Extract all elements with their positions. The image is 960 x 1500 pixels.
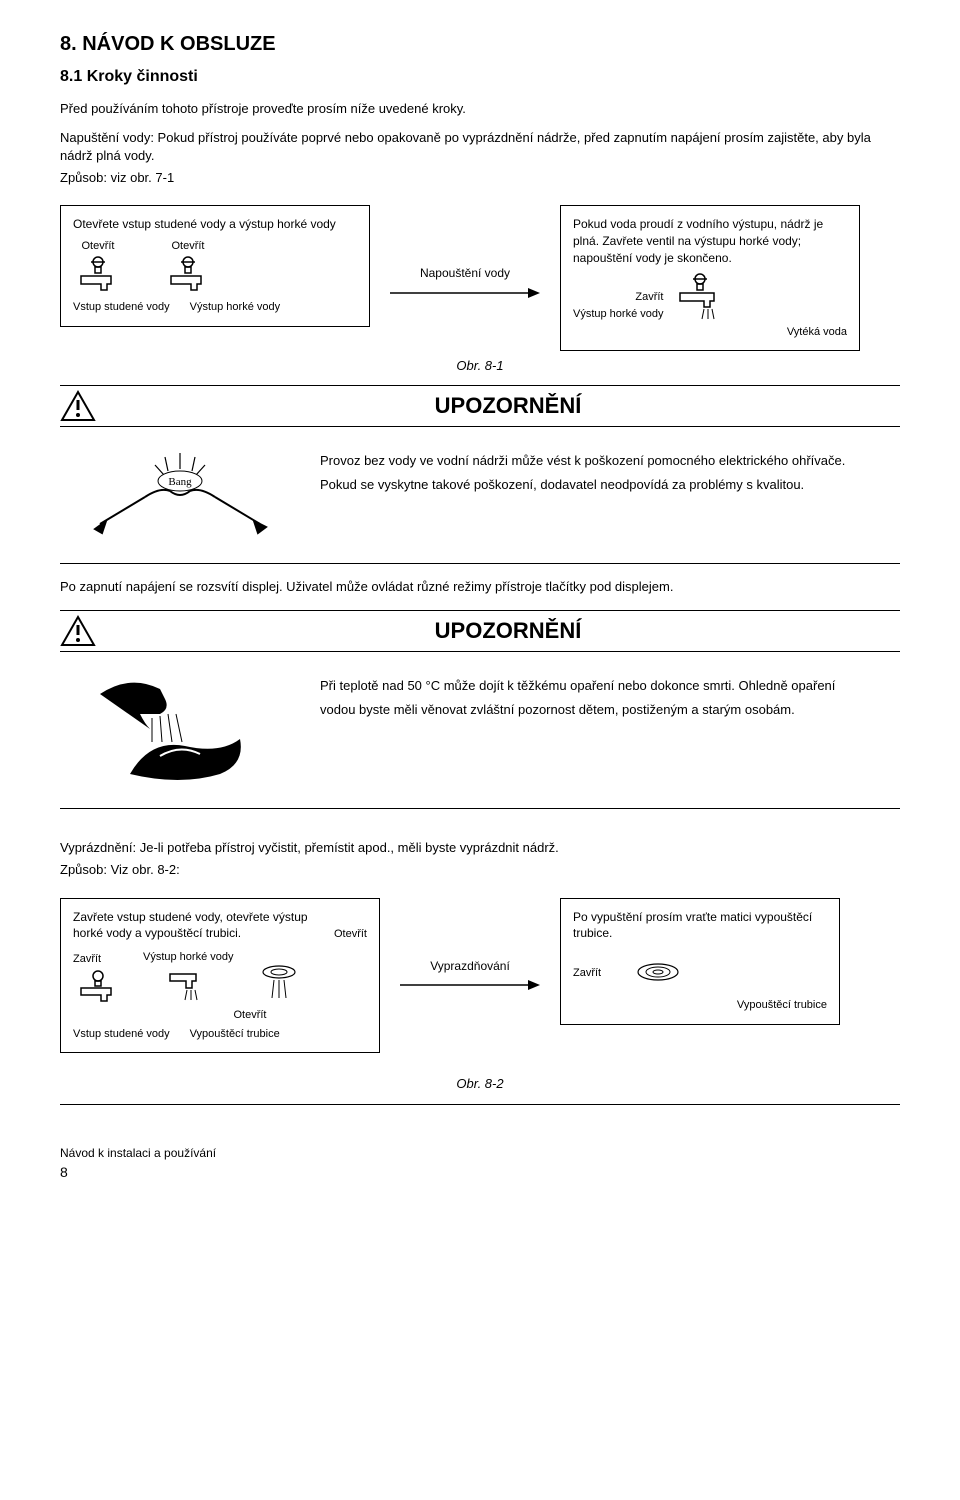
diagram-drain-right-box: Po vypuštění prosím vraťte matici vypouš… <box>560 898 840 1025</box>
drain-tube-closed-icon <box>631 956 685 990</box>
divider <box>60 1104 900 1105</box>
tap-icon <box>163 256 213 294</box>
footer: Návod k instalaci a používání 8 <box>60 1145 900 1183</box>
flow-label: Vytéká voda <box>573 325 847 340</box>
footer-text: Návod k instalaci a používání <box>60 1145 900 1162</box>
display-text: Po zapnutí napájení se rozsvítí displej.… <box>60 578 900 596</box>
drain-arrow: Vyprazdňování <box>400 958 540 993</box>
fill-p1: Napuštění vody: Pokud přístroj používáte… <box>60 129 900 165</box>
diagram-drain-left-box: Zavřete vstup studené vody, otevřete výs… <box>60 898 380 1054</box>
warning-body: Při teplotě nad 50 °C může dojít k těžké… <box>60 656 900 802</box>
tap-icon <box>73 256 123 294</box>
fig-8-1-caption: Obr. 8-1 <box>60 357 900 375</box>
open-label: Otevřít <box>171 239 204 254</box>
tap-flow-icon <box>672 273 728 323</box>
divider <box>60 651 900 652</box>
open-label: Otevřít <box>81 239 114 254</box>
divider <box>60 610 900 611</box>
close-label: Zavřít <box>573 966 601 981</box>
warning-triangle-icon <box>60 390 96 422</box>
bang-heater-icon: Bang <box>70 449 290 539</box>
cold-inlet-label: Vstup studené vody <box>73 1027 170 1042</box>
hot-outlet-label: Výstup horké vody <box>190 300 281 315</box>
intro-text: Před používáním tohoto přístroje proveďt… <box>60 100 900 118</box>
divider <box>60 808 900 809</box>
drain-p1: Vyprázdnění: Je-li potřeba přístroj vyči… <box>60 839 900 857</box>
drain-p2: Způsob: Viz obr. 8-2: <box>60 861 900 879</box>
page-number: 8 <box>60 1163 900 1183</box>
open-label: Otevřít <box>334 927 367 942</box>
subsection-title: 8.1 Kroky činnosti <box>60 66 900 88</box>
warning-text: Při teplotě nad 50 °C může dojít k těžké… <box>320 674 890 721</box>
divider <box>60 385 900 386</box>
warning-triangle-icon <box>60 615 96 647</box>
close-label: Zavřít <box>573 290 664 305</box>
tap-cold: Otevřít <box>73 239 123 294</box>
divider <box>60 563 900 564</box>
left-box-title: Zavřete vstup studené vody, otevřete výs… <box>73 909 328 943</box>
hot-outlet-label: Výstup horké vody <box>573 307 664 322</box>
drain-tube-label: Vypouštěcí trubice <box>573 998 827 1013</box>
arrow-icon <box>400 978 540 992</box>
warning-header: UPOZORNĚNÍ <box>60 615 900 647</box>
diagram-fill-right-box: Pokud voda proudí z vodního výstupu, nád… <box>560 205 860 351</box>
cold-inlet-label: Vstup studené vody <box>73 300 170 315</box>
close-label: Zavřít <box>73 952 123 967</box>
arrow-label: Napouštění vody <box>420 265 510 282</box>
fig-8-2-caption: Obr. 8-2 <box>60 1075 900 1093</box>
right-box-text: Pokud voda proudí z vodního výstupu, nád… <box>573 216 847 266</box>
fill-arrow: Napouštění vody <box>390 265 540 300</box>
burn-hand-icon <box>70 674 290 784</box>
tap-hot: Otevřít <box>163 239 213 294</box>
bang-text: Bang <box>168 476 192 488</box>
warning-title: UPOZORNĚNÍ <box>116 391 900 422</box>
open-label: Otevřít <box>133 1008 367 1023</box>
drain-tube-icon <box>254 960 304 1004</box>
diagram-fill: Otevřete vstup studené vody a výstup hor… <box>60 205 900 351</box>
arrow-label: Vyprazdňování <box>430 958 510 975</box>
warning-body: Bang Provoz bez vody ve vodní nádrži můž… <box>60 431 900 557</box>
left-box-title: Otevřete vstup studené vody a výstup hor… <box>73 216 357 233</box>
arrow-icon <box>390 286 540 300</box>
right-box-text: Po vypuštění prosím vraťte matici vypouš… <box>573 909 827 943</box>
tap-flow-icon <box>166 966 210 1004</box>
diagram-fill-left-box: Otevřete vstup studené vody a výstup hor… <box>60 205 370 327</box>
tap-icon <box>73 970 123 1004</box>
warning-text: Provoz bez vody ve vodní nádrži může vés… <box>320 449 890 496</box>
drain-tube-label: Vypouštěcí trubice <box>190 1027 280 1042</box>
hot-outlet-label: Výstup horké vody <box>143 950 234 965</box>
warning-header: UPOZORNĚNÍ <box>60 390 900 422</box>
diagram-drain: Zavřete vstup studené vody, otevřete výs… <box>60 898 900 1054</box>
fill-p2: Způsob: viz obr. 7-1 <box>60 169 900 187</box>
warning-title: UPOZORNĚNÍ <box>116 616 900 647</box>
divider <box>60 426 900 427</box>
section-title: 8. NÁVOD K OBSLUZE <box>60 30 900 58</box>
